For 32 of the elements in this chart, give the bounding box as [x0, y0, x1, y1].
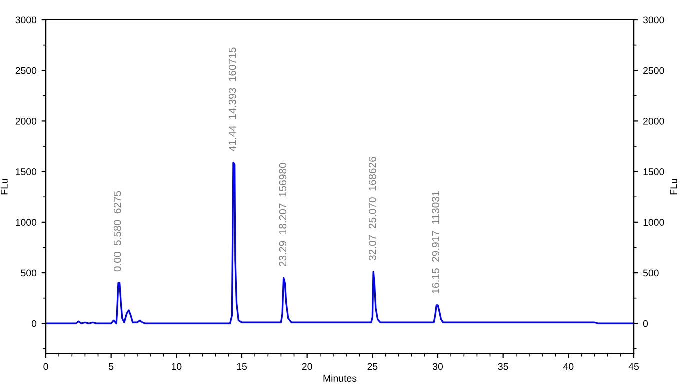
x-tick-label: 25 [368, 363, 378, 370]
y2-tick-label: 1500 [644, 168, 664, 176]
y-axis-title: FLu [1, 179, 8, 195]
y-tick-label: 2000 [16, 118, 37, 125]
y2-tick-label: 500 [643, 270, 659, 277]
annotation: 32.07 25.070 168626 [369, 157, 376, 261]
y2-tick-label: 3000 [643, 16, 664, 24]
y-tick-label: 3000 [16, 16, 37, 24]
x-tick-label: 20 [302, 363, 312, 370]
y-tick-label: 1500 [16, 168, 37, 176]
y2-axis-title: FLu [670, 179, 678, 195]
y2-tick-label: 1000 [644, 219, 664, 226]
annotation: 23.29 18.207 156980 [279, 163, 287, 266]
x-axis-title: Minutes [324, 374, 357, 382]
y-tick-label: 2500 [16, 67, 37, 74]
annotation: 41.44 14.393 160715 [228, 48, 236, 152]
x-tick-label: 0 [44, 363, 48, 370]
y2-tick-label: 2500 [644, 67, 664, 74]
y2-tick-label: 2000 [644, 118, 664, 125]
x-tick-label: 15 [237, 363, 247, 370]
y-tick-label: 1000 [16, 219, 37, 226]
y-tick-label: 500 [21, 270, 37, 277]
annotation: 0.00 5.580 6275 [114, 191, 122, 272]
annotation: 16.15 29.917 113031 [432, 191, 440, 294]
y2-tick-label: 0 [643, 320, 648, 328]
x-tick-label: 10 [172, 363, 182, 370]
x-tick-label: 30 [432, 363, 444, 370]
x-tick-label: 40 [563, 363, 574, 370]
x-tick-label: 35 [498, 363, 508, 370]
y-tick-label: 0 [32, 320, 37, 328]
x-tick-label: 45 [628, 363, 639, 370]
x-tick-label: 5 [109, 363, 114, 370]
